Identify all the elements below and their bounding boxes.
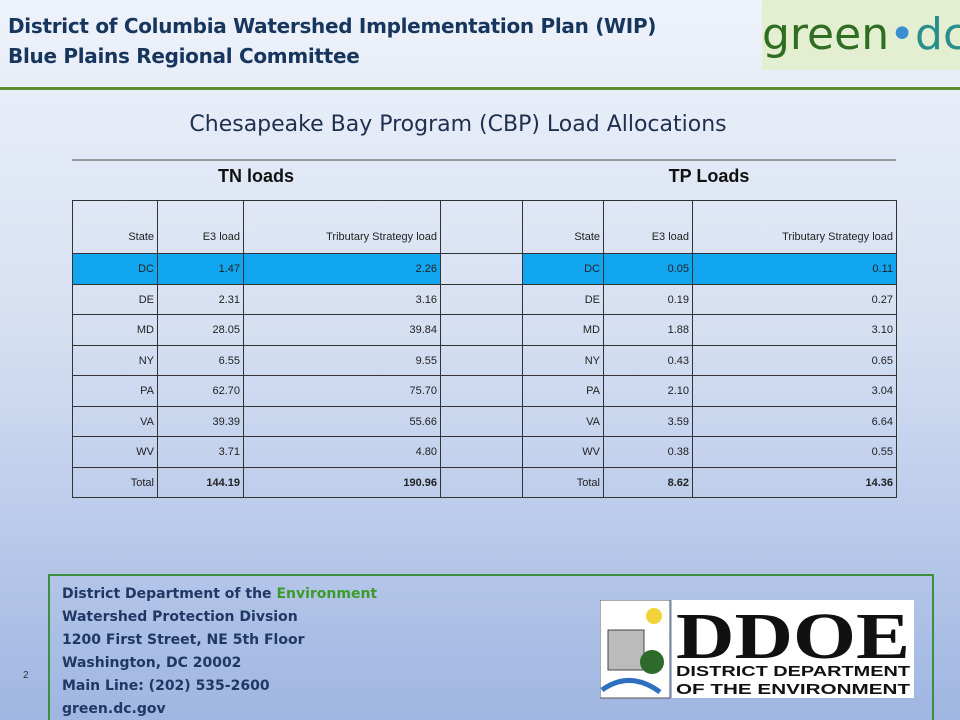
table-cell: NY [522,344,604,376]
table-cell: 2.26 [243,253,441,285]
logo-tree [640,650,664,674]
table-cell: 0.38 [603,436,693,468]
logo-line: DISTRICT DEPARTMENT [676,663,910,680]
table-cell: VA [72,405,158,437]
table-cell: 144.19 [157,466,244,498]
table-cell: VA [522,405,604,437]
spacer-cell [440,375,523,407]
contact-line: Main Line: (202) 535-2600 [62,678,270,694]
spacer-cell [440,436,523,468]
org-line: District Department of the Environment [62,586,377,602]
table-cell: 3.10 [692,314,897,346]
table-cell: MD [72,314,158,346]
column-header: Tributary Strategy load [692,200,897,254]
column-header: State [522,200,604,254]
spacer-cell [440,405,523,437]
table-cell: 0.55 [692,436,897,468]
logo-drop: • [889,9,916,60]
table-cell: 0.43 [603,344,693,376]
spacer-cell [440,253,523,285]
table-cell: 4.80 [243,436,441,468]
table-cell: 3.04 [692,375,897,407]
table-cell: 0.27 [692,283,897,315]
table-cell: 3.71 [157,436,244,468]
page-number: 2 [23,670,29,681]
table-cell: 0.65 [692,344,897,376]
table-cell: 39.39 [157,405,244,437]
green-dc-logo: green•dc [762,0,960,70]
column-header: Tributary Strategy load [243,200,441,254]
spacer-cell [440,314,523,346]
logo-line: OF THE ENVIRONMENT [676,681,910,698]
logo-text: green [762,9,890,60]
table-cell: DC [72,253,158,285]
table-cell: NY [72,344,158,376]
table-cell: 9.55 [243,344,441,376]
spacer-cell [440,344,523,376]
title-line: Blue Plains Regional Committee [8,44,360,68]
contact-line: Washington, DC 20002 [62,655,242,671]
subtitle: Chesapeake Bay Program (CBP) Load Alloca… [189,112,727,137]
table-cell: MD [522,314,604,346]
logo-text: dc [915,9,960,60]
table-cell: 6.64 [692,405,897,437]
table-cell: 3.16 [243,283,441,315]
table-cell: 75.70 [243,375,441,407]
table-cell: 39.84 [243,314,441,346]
spacer-cell [440,200,523,254]
table-cell: 28.05 [157,314,244,346]
table-cell: 14.36 [692,466,897,498]
table-cell: 55.66 [243,405,441,437]
contact-line: green.dc.gov [62,701,166,717]
contact-line: 1200 First Street, NE 5th Floor [62,632,305,648]
table-cell: 190.96 [243,466,441,498]
table-cell: 2.31 [157,283,244,315]
logo-river [600,678,662,695]
table-cell: PA [72,375,158,407]
table-cell: 0.11 [692,253,897,285]
column-header: E3 load [157,200,244,254]
table-cell: PA [522,375,604,407]
ddoe-logo: DDOE DISTRICT DEPARTMENT OF THE ENVIRONM… [600,600,914,699]
group-header: TP Loads [668,166,750,186]
table-cell: 1.88 [603,314,693,346]
org-text: District Department of the [62,586,277,602]
column-header: E3 load [603,200,693,254]
logo-sun [646,608,662,624]
table-cell: Total [522,466,604,498]
table-cell: 62.70 [157,375,244,407]
table-cell: 1.47 [157,253,244,285]
table-cell: DE [72,283,158,315]
table-cell: WV [72,436,158,468]
logo-building [607,629,645,671]
column-header: State [72,200,158,254]
loads-table: TN loads TP Loads State E3 load Tributary St… [72,159,897,498]
group-header: TN loads [217,166,294,186]
spacer-cell [440,466,523,498]
table-cell: 6.55 [157,344,244,376]
table-cell: 8.62 [603,466,693,498]
spacer-cell [440,283,523,315]
table-cell: WV [522,436,604,468]
title-line: District of Columbia Watershed Implement… [8,14,657,38]
table-cell: 2.10 [603,375,693,407]
table-cell: 0.05 [603,253,693,285]
org-highlight: Environment [276,586,378,602]
table-cell: 0.19 [603,283,693,315]
contact-line: Watershed Protection Divsion [62,609,298,625]
table-cell: DC [522,253,604,285]
table-cell: DE [522,283,604,315]
logo-plate [672,600,914,698]
logo-mark: DDOE [676,600,910,673]
table-cell: 3.59 [603,405,693,437]
table-top-rule [72,159,896,161]
header-rule [0,87,960,90]
table-cell: Total [72,466,158,498]
contact-box: District Department of the Environment D… [48,574,934,720]
